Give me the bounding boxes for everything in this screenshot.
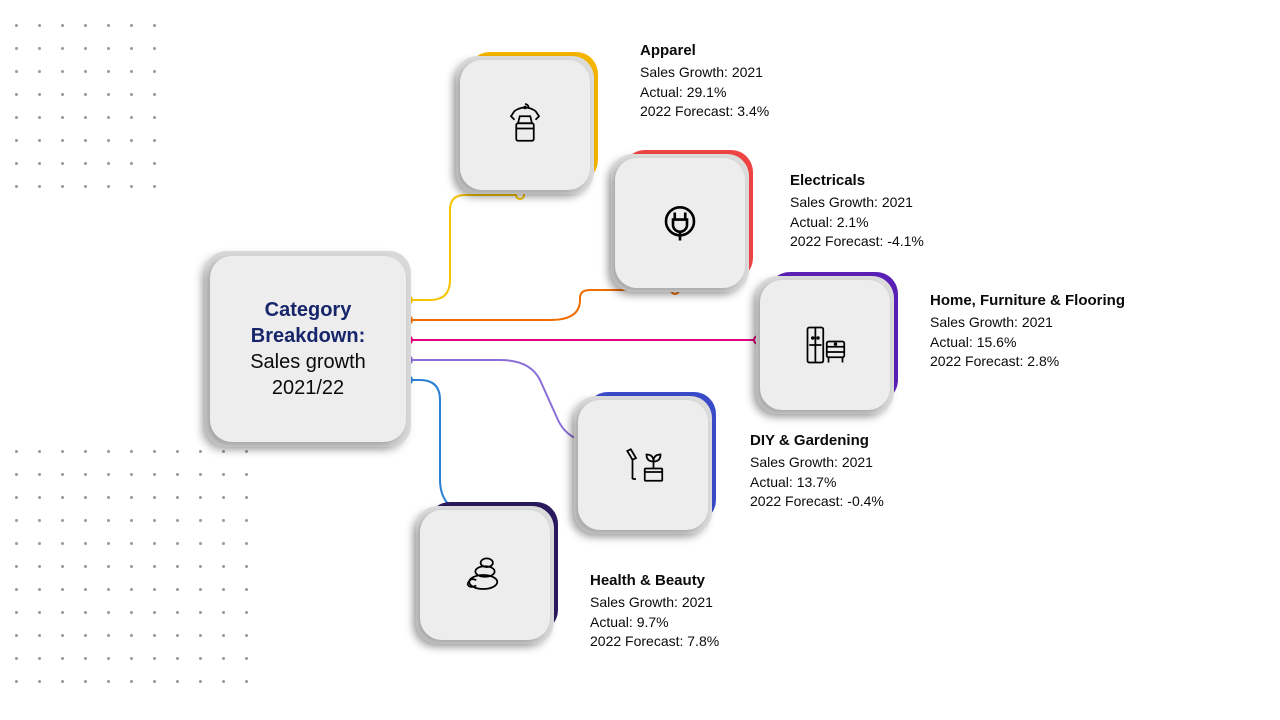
- electricals-growth: Sales Growth: 2021: [790, 193, 924, 213]
- health-growth: Sales Growth: 2021: [590, 593, 719, 613]
- health-title: Health & Beauty: [590, 570, 719, 591]
- electricals-icon: [652, 195, 708, 251]
- electricals-actual: Actual: 2.1%: [790, 213, 924, 233]
- apparel-actual: Actual: 29.1%: [640, 83, 769, 103]
- home-growth: Sales Growth: 2021: [930, 313, 1125, 333]
- apparel-growth: Sales Growth: 2021: [640, 63, 769, 83]
- home-forecast: 2022 Forecast: 2.8%: [930, 352, 1125, 372]
- health-icon: [457, 547, 513, 603]
- diy-forecast: 2022 Forecast: -0.4%: [750, 492, 884, 512]
- dot-grid-bottom: [0, 450, 248, 683]
- central-card: Category Breakdown: Sales growth 2021/22: [210, 256, 406, 442]
- health-forecast: 2022 Forecast: 7.8%: [590, 632, 719, 652]
- health-actual: Actual: 9.7%: [590, 613, 719, 633]
- health-label: Health & Beauty Sales Growth: 2021 Actua…: [590, 570, 719, 652]
- central-subtitle-line2: 2021/22: [272, 377, 344, 399]
- diy-label: DIY & Gardening Sales Growth: 2021 Actua…: [750, 430, 884, 512]
- electricals-forecast: 2022 Forecast: -4.1%: [790, 232, 924, 252]
- apparel-title: Apparel: [640, 40, 769, 61]
- connector-c1: [408, 195, 520, 300]
- diy-icon: [615, 437, 671, 493]
- diy-title: DIY & Gardening: [750, 430, 884, 451]
- central-title-line2: Breakdown:: [251, 325, 365, 347]
- electricals-label: Electricals Sales Growth: 2021 Actual: 2…: [790, 170, 924, 252]
- diy-actual: Actual: 13.7%: [750, 473, 884, 493]
- home-actual: Actual: 15.6%: [930, 333, 1125, 353]
- central-subtitle-line1: Sales growth: [250, 351, 366, 373]
- home-card: [760, 280, 890, 410]
- diy-growth: Sales Growth: 2021: [750, 453, 884, 473]
- apparel-card: [460, 60, 590, 190]
- electricals-card: [615, 158, 745, 288]
- electricals-title: Electricals: [790, 170, 924, 191]
- diy-card: [578, 400, 708, 530]
- apparel-forecast: 2022 Forecast: 3.4%: [640, 102, 769, 122]
- health-card: [420, 510, 550, 640]
- connector-c2: [408, 290, 675, 320]
- dot-grid-top: [0, 24, 156, 188]
- central-title-line1: Category: [265, 299, 352, 321]
- home-icon: [797, 317, 853, 373]
- home-title: Home, Furniture & Flooring: [930, 290, 1125, 311]
- home-label: Home, Furniture & Flooring Sales Growth:…: [930, 290, 1125, 372]
- apparel-icon: [497, 97, 553, 153]
- apparel-label: Apparel Sales Growth: 2021 Actual: 29.1%…: [640, 40, 769, 122]
